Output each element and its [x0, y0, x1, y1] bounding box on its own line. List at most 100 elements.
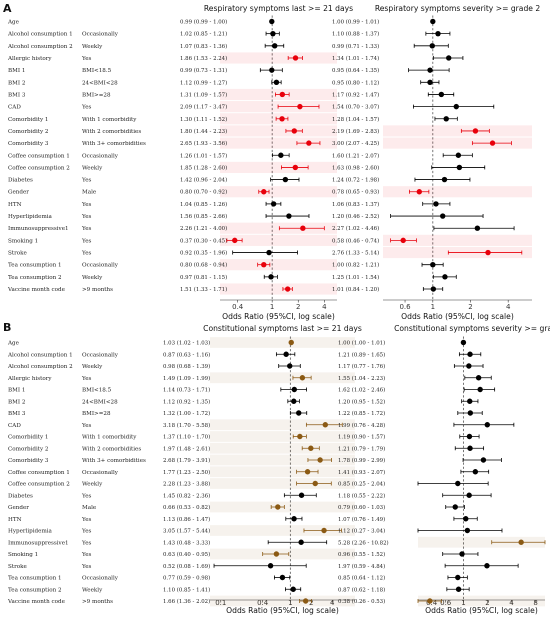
level-label: BMI<18.5: [82, 388, 112, 394]
x-axis-label: Odds Ratio (95%CI, log scale): [401, 312, 514, 321]
variable-label: Diabetes: [8, 178, 33, 184]
forest-row: 0.85 (0.64 - 1.12): [338, 575, 468, 582]
or-ci-label: 0.98 (0.68 - 1.39): [163, 363, 210, 370]
x-tick-label: 1: [431, 303, 435, 311]
forest-panels: Respiratory symptoms last >= 21 days 0.4 1…: [7, 4, 550, 615]
point-estimate: [429, 43, 435, 49]
forest-row: 1.54 (0.70 - 3.07): [332, 104, 495, 111]
forest-row: Tea consumption 1 Occasionally 0.80 (0.68 …: [8, 259, 337, 271]
or-ci-label: 1.04 (0.85 - 1.26): [180, 201, 227, 208]
point-estimate: [266, 249, 272, 256]
forest-row: Age 0.99 (0.99 - 1.00): [7, 19, 275, 26]
level-label: Yes: [81, 214, 92, 220]
point-estimate: [427, 67, 433, 73]
forest-row: 2.76 (1.33 - 5.14): [332, 246, 532, 259]
forest-row: Diabetes Yes 1.42 (0.96 - 2.04): [8, 176, 300, 184]
or-ci-label: 0.52 (0.08 - 1.69): [163, 563, 210, 570]
forest-row: 1.06 (0.83 - 1.37): [332, 201, 451, 208]
x-axis-label: Odds Ratio (95%CI, log scale): [425, 606, 538, 615]
or-ci-label: 1.20 (0.95 - 1.52): [338, 398, 385, 405]
point-estimate: [268, 274, 274, 280]
variable-label: Gender: [8, 505, 29, 511]
or-ci-label: 0.78 (0.65 - 0.93): [332, 189, 379, 196]
point-estimate: [267, 563, 274, 569]
level-label: Occasionally: [82, 352, 119, 358]
or-ci-label: 3.00 (2.07 - 4.25): [332, 140, 379, 147]
point-estimate: [467, 445, 473, 451]
point-estimate: [446, 55, 452, 61]
variable-label: Allergic history: [7, 56, 52, 62]
variable-label: Vaccine month code: [7, 599, 66, 605]
or-ci-label: 1.01 (0.84 - 1.20): [332, 286, 379, 293]
or-ci-label: 0.99 (0.73 - 1.31): [180, 67, 227, 74]
or-ci-label: 1.43 (0.48 - 3.33): [163, 539, 210, 546]
forest-row: Comorbidity 3 With 3+ comorbidities 2.68 (…: [8, 454, 355, 466]
row-highlight: [220, 186, 337, 198]
row-highlight: [210, 372, 355, 384]
x-axis-label: Odds Ratio (95%CI, log scale): [222, 312, 335, 321]
point-estimate: [474, 225, 481, 231]
forest-row: 0.95 (0.64 - 1.35): [332, 67, 450, 74]
variable-label: Smoking 1: [8, 238, 38, 244]
forest-row: 1.25 (1.01 - 1.54): [332, 274, 457, 281]
point-estimate: [297, 103, 303, 110]
forest-row: Tea consumption 1 Occasionally 0.77 (0.59 …: [8, 575, 291, 582]
forest-row: BMI 1 BMI<18.5 1.14 (0.73 - 1.71): [8, 387, 307, 394]
variable-label: Tea consumption 2: [8, 587, 62, 593]
x-tick-label: 0.6: [399, 303, 411, 311]
variable-label: Diabetes: [8, 493, 33, 499]
variable-label: BMI 1: [8, 68, 25, 74]
forest-row: 1.62 (1.02 - 2.46): [338, 387, 496, 394]
level-label: Yes: [81, 178, 92, 184]
point-estimate: [261, 262, 267, 268]
or-ci-label: 1.07 (0.83 - 1.36): [180, 43, 227, 50]
point-estimate: [304, 469, 311, 475]
row-highlight: [220, 161, 337, 173]
point-estimate: [455, 586, 462, 592]
level-label: BMI<18.5: [82, 68, 112, 74]
point-estimate: [282, 176, 289, 183]
point-estimate: [430, 286, 437, 292]
x-tick-label: 0.4: [426, 599, 438, 607]
level-label: Yes: [81, 517, 92, 523]
forest-row: 1.20 (0.46 - 2.52): [332, 213, 484, 220]
forest-row: 1.60 (1.21 - 2.07): [332, 152, 473, 159]
x-tick-label: 4: [509, 599, 514, 607]
or-ci-label: 1.00 (1.00 - 1.01): [338, 340, 385, 347]
forest-row: BMI 3 BMI>=28 1.31 (1.09 - 1.57): [8, 88, 337, 101]
point-estimate: [291, 128, 297, 134]
point-estimate: [232, 237, 238, 244]
forest-row: Coffee consumption 1 Occasionally 1.26 (1.…: [8, 152, 290, 159]
forest-row: 1.97 (0.59 - 4.84): [338, 563, 519, 570]
point-estimate: [296, 410, 302, 416]
or-ci-label: 1.02 (0.85 - 1.21): [180, 31, 227, 38]
point-estimate: [275, 504, 281, 510]
x-tick-label: 1: [270, 303, 274, 311]
level-label: Yes: [81, 251, 92, 257]
variable-label: BMI 2: [8, 399, 26, 405]
x-tick-label: 1: [288, 599, 292, 607]
level-label: Weekly: [82, 165, 103, 171]
or-ci-label: 0.37 (0.30 - 0.45): [180, 237, 227, 244]
variable-label: Gender: [8, 190, 29, 196]
level-label: 24<BMI<28: [82, 399, 118, 405]
forest-row: 2.27 (1.02 - 4.46): [332, 225, 515, 232]
point-estimate: [430, 18, 436, 25]
or-ci-label: 0.79 (0.60 - 1.03): [338, 504, 385, 511]
level-label: Yes: [81, 552, 92, 558]
forest-row: Vaccine month code >9 months 1.66 (1.36 - …: [7, 595, 355, 607]
point-estimate: [273, 79, 280, 86]
forest-row: BMI 2 24<BMI<28 1.12 (0.99 - 1.27): [8, 79, 282, 86]
point-estimate: [467, 410, 474, 416]
variable-label: Smoking 1: [8, 552, 38, 558]
variable-label: Immunosuppressive1: [8, 226, 69, 232]
row-highlight: [383, 186, 532, 198]
or-ci-label: 0.95 (0.64 - 1.35): [332, 67, 379, 74]
point-estimate: [472, 128, 479, 134]
variable-label: BMI 3: [8, 411, 26, 417]
forest-row: 1.21 (0.79 - 1.79): [338, 445, 485, 452]
variable-label: Comorbidity 2: [8, 446, 49, 452]
point-estimate: [455, 152, 462, 158]
forest-row: Smoking 1 Yes 0.63 (0.40 - 0.95): [8, 548, 355, 560]
panel-title: Respiratory symptoms severity >= grade 2: [375, 4, 541, 13]
